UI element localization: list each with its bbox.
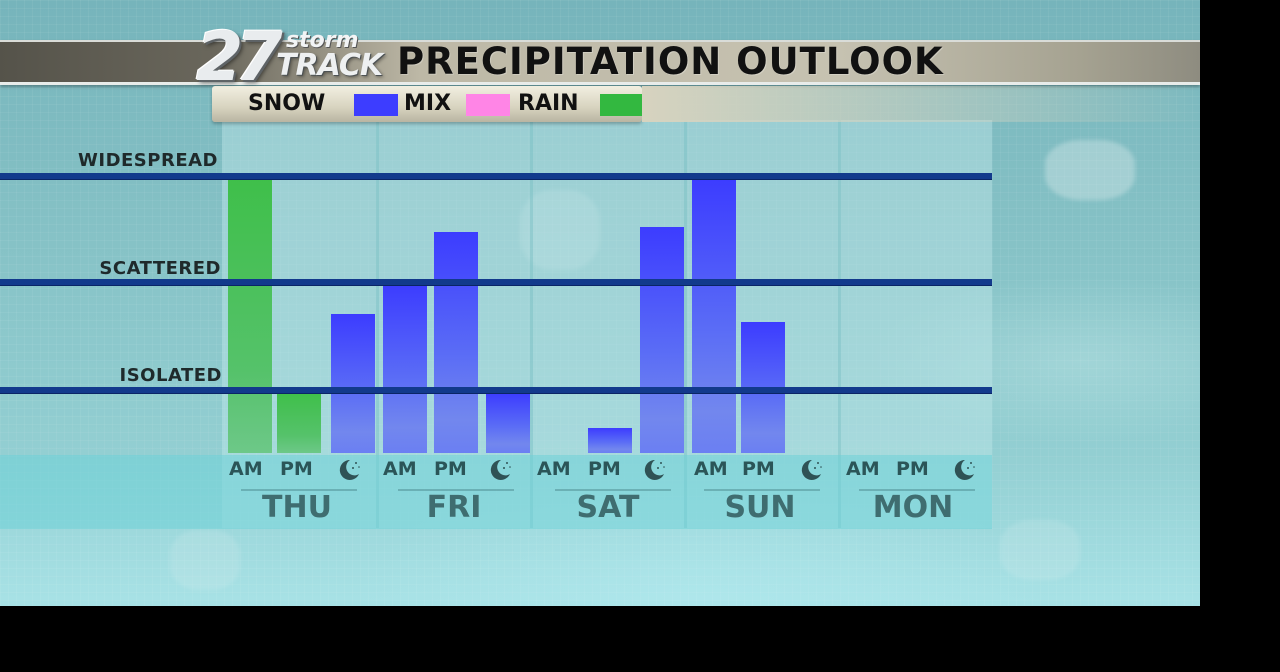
slot-pm: PM <box>280 458 313 480</box>
legend: SNOW MIX RAIN <box>212 86 1200 122</box>
bar-fri-pm <box>434 232 478 453</box>
legend-swatch-rain <box>600 94 644 116</box>
day-underline <box>398 489 514 491</box>
day-divider <box>838 120 841 528</box>
legend-swatch-mix <box>466 94 510 116</box>
day-label-mon: MON <box>872 490 954 525</box>
moon-stars-icon <box>644 459 665 480</box>
day-underline <box>859 489 975 491</box>
legend-swatch-snow <box>354 94 398 116</box>
level-label-scattered: SCATTERED <box>99 258 221 279</box>
day-underline <box>704 489 820 491</box>
weather-graphic: PRECIPITATION OUTLOOK SNOW MIX RAIN 27 s… <box>0 0 1200 606</box>
bar-fri-night <box>486 393 530 453</box>
slot-pm: PM <box>588 458 621 480</box>
moon-stars-icon <box>339 459 360 480</box>
gridline-isolated <box>0 387 992 393</box>
logo-number: 27 <box>196 18 283 97</box>
bar-sun-am <box>692 178 736 453</box>
bar-thu-am <box>228 178 272 453</box>
slot-am: AM <box>383 458 417 480</box>
day-divider <box>530 120 533 528</box>
moon-stars-icon <box>954 459 975 480</box>
day-label-sun: SUN <box>724 490 796 525</box>
day-divider <box>684 120 687 528</box>
slot-am: AM <box>694 458 728 480</box>
station-logo: 27 storm TRACK <box>196 18 386 98</box>
slot-am: AM <box>537 458 571 480</box>
slot-am: AM <box>229 458 263 480</box>
slot-pm: PM <box>742 458 775 480</box>
logo-storm-text: storm <box>286 28 359 53</box>
page-title: PRECIPITATION OUTLOOK <box>397 40 944 83</box>
snowflake-decoration <box>170 530 240 590</box>
bar-thu-night <box>331 314 375 453</box>
level-label-isolated: ISOLATED <box>119 365 222 386</box>
bar-fri-am <box>383 284 427 453</box>
day-underline <box>555 489 671 491</box>
bar-sat-pm <box>588 428 632 453</box>
bar-sat-night <box>640 227 684 453</box>
slot-pm: PM <box>434 458 467 480</box>
header-bar <box>0 40 1200 85</box>
gridline-widespread <box>0 173 992 179</box>
day-underline <box>241 489 357 491</box>
snowflake-decoration <box>1000 520 1080 580</box>
legend-label-rain: RAIN <box>518 91 579 116</box>
day-label-fri: FRI <box>426 490 482 525</box>
moon-stars-icon <box>801 459 822 480</box>
level-label-widespread: WIDESPREAD <box>78 150 218 171</box>
slot-am: AM <box>846 458 880 480</box>
bar-thu-pm <box>277 393 321 453</box>
logo-track-text: TRACK <box>276 48 383 83</box>
moon-stars-icon <box>490 459 511 480</box>
slot-pm: PM <box>896 458 929 480</box>
snowflake-decoration <box>520 190 600 270</box>
legend-label-mix: MIX <box>404 91 452 116</box>
day-label-thu: THU <box>262 490 332 525</box>
day-label-sat: SAT <box>576 490 640 525</box>
snowflake-decoration <box>1045 140 1135 200</box>
gridline-scattered <box>0 279 992 285</box>
legend-label-snow: SNOW <box>248 91 326 116</box>
day-divider <box>376 120 379 528</box>
